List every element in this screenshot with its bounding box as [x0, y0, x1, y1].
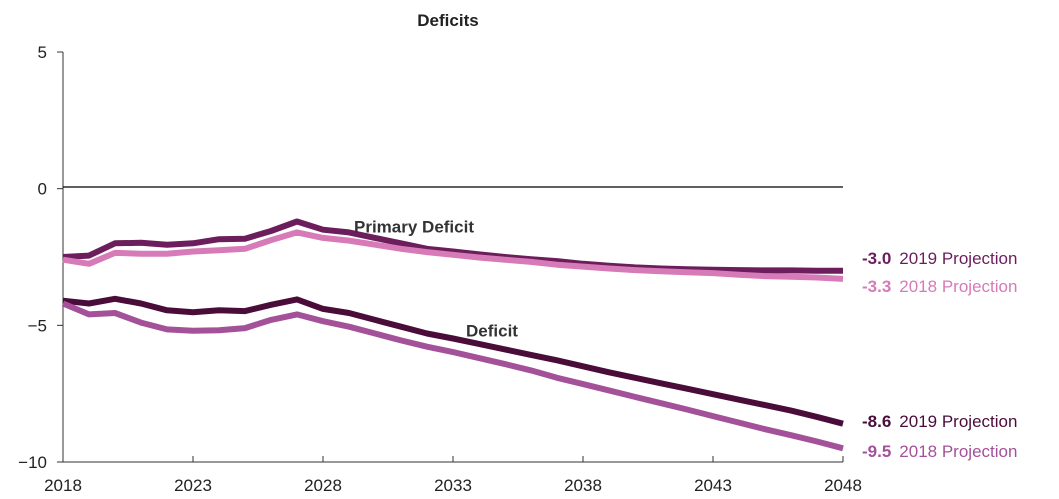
series-annotation: Primary Deficit [354, 217, 474, 236]
x-tick-label: 2048 [824, 476, 862, 495]
end-label-value: -9.5 [862, 442, 891, 461]
y-tick-label: −10 [18, 453, 47, 472]
x-tick-label: 2023 [174, 476, 212, 495]
x-tick-label: 2043 [694, 476, 732, 495]
series-line-2 [63, 232, 843, 279]
end-label-value: -3.3 [862, 277, 891, 296]
y-tick-label: −5 [28, 316, 47, 335]
end-label-value: -8.6 [862, 412, 891, 431]
x-tick-label: 2028 [304, 476, 342, 495]
y-tick-label: 5 [38, 43, 47, 62]
x-tick-label: 2033 [434, 476, 472, 495]
series-annotation: Deficit [466, 321, 518, 340]
end-label: -3.0 2019 Projection [862, 249, 1017, 268]
end-label: -9.5 2018 Projection [862, 442, 1017, 461]
end-label-text: 2019 Projection [899, 249, 1017, 268]
chart-title: Deficits [417, 11, 478, 30]
series-line-3 [63, 299, 843, 424]
series-lines [63, 222, 843, 449]
series-line-4 [63, 304, 843, 449]
end-label-text: 2019 Projection [899, 412, 1017, 431]
end-labels: -3.0 2019 Projection -3.3 2018 Projection -8… [862, 249, 1017, 461]
y-axis-ticks: 5 0 −5 −10 [18, 43, 63, 472]
end-label: -3.3 2018 Projection [862, 277, 1017, 296]
end-label: -8.6 2019 Projection [862, 412, 1017, 431]
x-tick-label: 2018 [44, 476, 82, 495]
end-label-value: -3.0 [862, 249, 891, 268]
end-label-text: 2018 Projection [899, 442, 1017, 461]
x-tick-label: 2038 [564, 476, 602, 495]
end-label-text: 2018 Projection [899, 277, 1017, 296]
y-tick-label: 0 [38, 180, 47, 199]
